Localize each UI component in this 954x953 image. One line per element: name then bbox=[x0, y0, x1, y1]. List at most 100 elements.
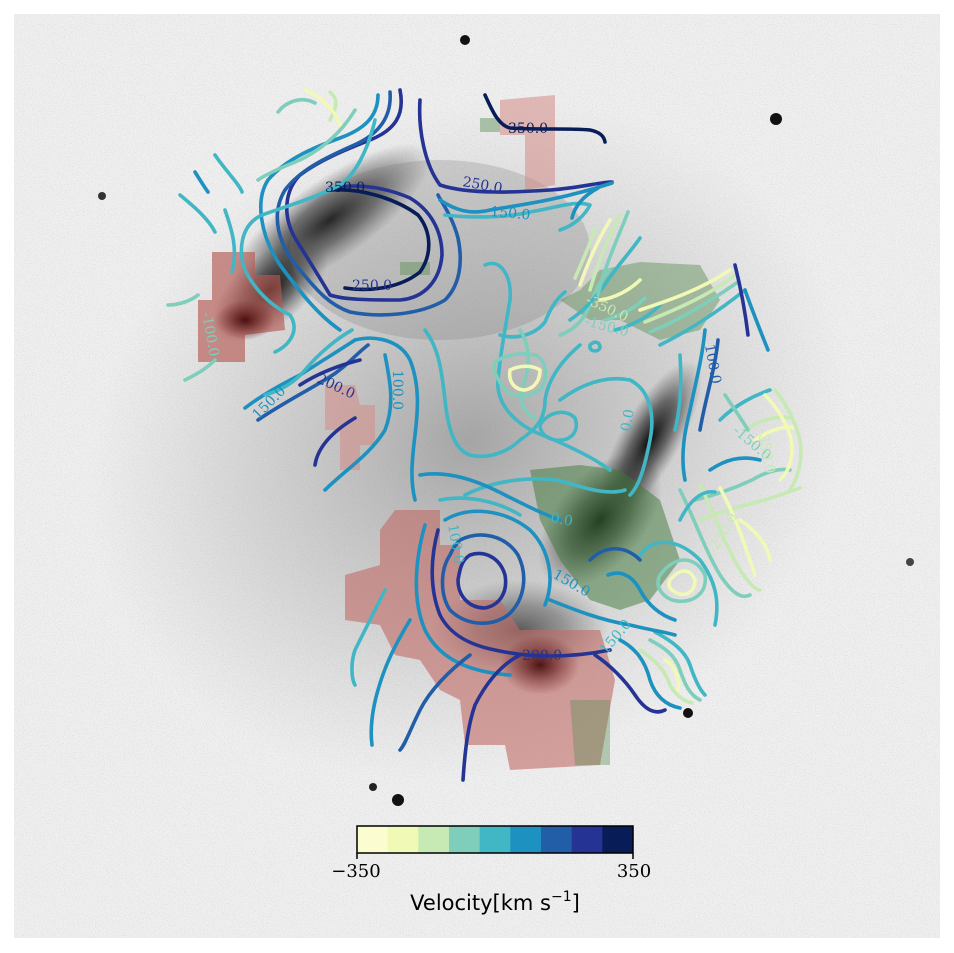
contour-line bbox=[588, 340, 602, 353]
contour-line bbox=[643, 273, 737, 324]
colorbar-min-label: −350 bbox=[331, 861, 380, 882]
contour-line bbox=[573, 226, 597, 280]
colorbar: −350 350 Velocity[km s−1] bbox=[331, 825, 651, 915]
contour-line bbox=[656, 558, 707, 603]
colorbar-swatch bbox=[541, 826, 573, 853]
contour-line bbox=[423, 328, 472, 457]
contour-label: 100.0 bbox=[389, 370, 405, 410]
contour-line bbox=[673, 353, 683, 432]
contour-line bbox=[638, 648, 694, 705]
contour-label: 0.0 bbox=[618, 408, 638, 433]
contour-line bbox=[492, 352, 548, 398]
contour-line bbox=[418, 472, 562, 522]
contour-line bbox=[417, 98, 614, 194]
contour-line bbox=[578, 218, 612, 287]
contour-line bbox=[613, 303, 662, 332]
contour-line bbox=[558, 376, 654, 497]
colorbar-swatch bbox=[418, 826, 450, 853]
contour-line bbox=[443, 509, 552, 607]
contour-line bbox=[193, 170, 210, 194]
colorbar-swatch bbox=[357, 826, 389, 853]
contour-line bbox=[718, 388, 772, 422]
contour-line bbox=[256, 343, 370, 422]
contour-line bbox=[430, 528, 612, 658]
contour-line bbox=[538, 410, 578, 443]
contour-line bbox=[548, 598, 677, 637]
contour-line bbox=[239, 118, 377, 354]
contour-line bbox=[638, 540, 719, 627]
colorbar-swatch bbox=[387, 826, 419, 853]
contour-line bbox=[438, 181, 614, 214]
contour-line bbox=[259, 93, 380, 332]
contour-line bbox=[667, 569, 697, 597]
colorbar-swatch bbox=[602, 826, 634, 853]
contour-line bbox=[303, 88, 342, 127]
contour-line bbox=[456, 551, 508, 610]
contour-line bbox=[681, 328, 707, 482]
contour-line bbox=[708, 456, 762, 472]
colorbar-label-sup: −1 bbox=[551, 889, 572, 905]
contour-line bbox=[350, 588, 387, 687]
contour-line bbox=[323, 353, 393, 492]
contour-line bbox=[598, 278, 642, 302]
contour-line bbox=[593, 653, 667, 714]
contour-line bbox=[498, 290, 567, 339]
contour-line bbox=[743, 415, 792, 432]
contour-label: 200.0 bbox=[522, 648, 562, 664]
contour-line bbox=[518, 328, 537, 420]
contour-line bbox=[328, 187, 431, 292]
contour-label: 100.0 bbox=[444, 523, 467, 565]
contour-line bbox=[461, 653, 522, 782]
contour-line bbox=[328, 90, 338, 122]
contour-label: -100.0 bbox=[198, 311, 222, 358]
contour-line bbox=[483, 93, 607, 144]
contour-label: 350.0 bbox=[325, 180, 365, 196]
colorbar-swatch bbox=[449, 826, 481, 853]
contour-line bbox=[773, 388, 803, 492]
contour-line bbox=[603, 296, 647, 322]
contour-line bbox=[468, 343, 582, 459]
contour-label: 250.0 bbox=[461, 174, 503, 197]
contour-line bbox=[763, 393, 794, 482]
contour-line bbox=[276, 97, 317, 114]
contour-line bbox=[313, 416, 357, 467]
contour-line bbox=[743, 288, 770, 352]
contour-label: 350.0 bbox=[508, 121, 548, 137]
colorbar-label-text: Velocity[km s bbox=[410, 891, 551, 915]
contour-line bbox=[663, 658, 681, 692]
contour-line bbox=[443, 201, 592, 232]
contour-line bbox=[183, 358, 217, 382]
contour-line bbox=[438, 496, 522, 517]
contour-line bbox=[618, 638, 682, 710]
contour-label: 150.0 bbox=[490, 204, 531, 223]
contour-line bbox=[178, 193, 217, 234]
contour-line bbox=[723, 393, 750, 432]
contour-line bbox=[166, 293, 200, 307]
contour-line bbox=[213, 153, 244, 194]
contour-line bbox=[733, 263, 750, 337]
colorbar-axis-label: Velocity[km s−1] bbox=[410, 889, 580, 915]
colorbar-swatches bbox=[357, 826, 634, 853]
contour-line bbox=[298, 358, 362, 387]
contour-line bbox=[223, 208, 237, 274]
contour-line bbox=[398, 653, 472, 752]
contour-line bbox=[753, 425, 797, 442]
colorbar-swatch bbox=[571, 826, 603, 853]
contour-label: 0.0 bbox=[549, 510, 574, 530]
contour-line bbox=[414, 523, 512, 677]
contour-line bbox=[263, 328, 354, 397]
contour-line bbox=[275, 90, 462, 317]
contour-line bbox=[353, 336, 420, 502]
contour-line bbox=[738, 518, 772, 562]
contour-line bbox=[678, 490, 717, 522]
colorbar-swatch bbox=[479, 826, 511, 853]
contour-label: -350.0 bbox=[754, 428, 778, 475]
contour-line bbox=[369, 618, 412, 747]
contour-line bbox=[698, 338, 720, 432]
contour-line bbox=[606, 571, 677, 622]
contour-label: 100.0 bbox=[701, 343, 724, 385]
colorbar-max-label: 350 bbox=[617, 861, 651, 882]
contour-line bbox=[698, 486, 802, 522]
